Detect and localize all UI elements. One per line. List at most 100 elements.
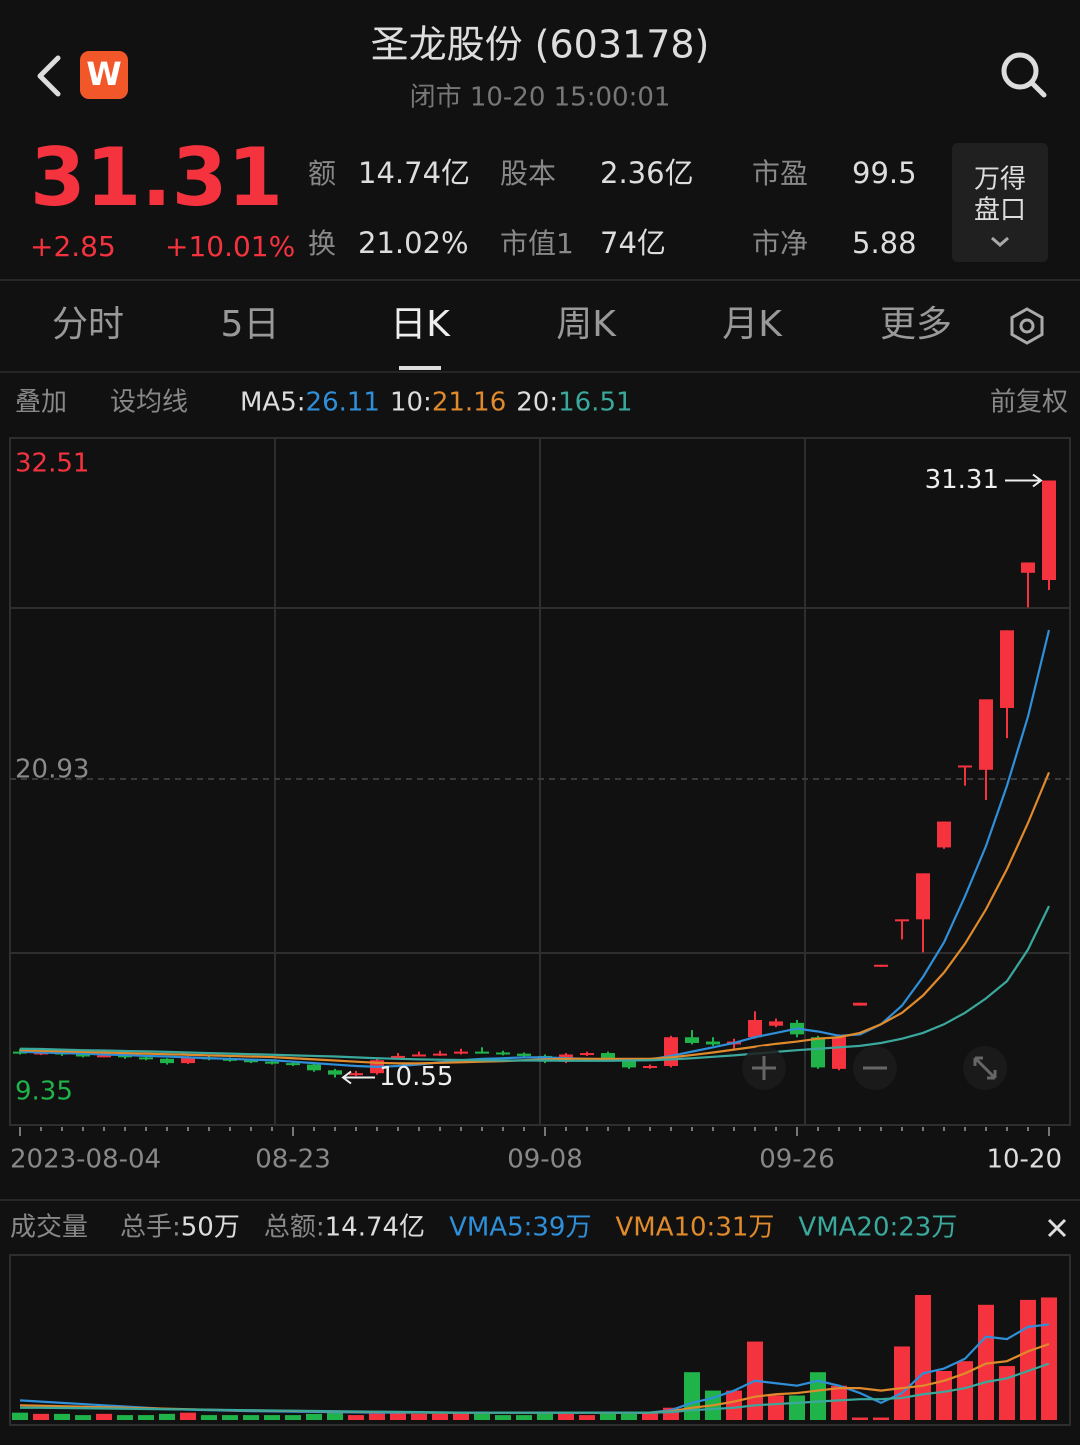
zoom-in-icon — [752, 1056, 776, 1080]
candle-body — [832, 1037, 846, 1069]
period-tab[interactable]: 月K — [722, 304, 783, 345]
settings-button[interactable] — [1010, 307, 1044, 345]
x-tick-label: 2023-08-04 — [10, 1145, 161, 1175]
y-tick-label: 9.35 — [15, 1077, 73, 1107]
volume-bar — [558, 1413, 574, 1420]
volume-bar — [138, 1415, 154, 1420]
candle-body — [622, 1060, 636, 1068]
back-button[interactable] — [37, 55, 61, 97]
candle-body — [769, 1021, 783, 1026]
candle-body — [307, 1064, 321, 1071]
volume-bar — [33, 1413, 49, 1420]
volume-frame — [9, 1254, 1071, 1426]
logo: W — [86, 55, 121, 93]
volume-bar — [348, 1415, 364, 1420]
stat-label: 换 — [308, 227, 336, 260]
ma-legend-value: 21.16 — [432, 388, 506, 418]
volume-stat-value: 50万 — [181, 1213, 240, 1243]
volume-bar — [285, 1415, 301, 1420]
volume-stat-label: 总手: — [120, 1213, 181, 1243]
volume-bar — [852, 1417, 868, 1420]
last-price: 31.31 — [30, 131, 283, 224]
adjust-button[interactable]: 前复权 — [990, 388, 1068, 418]
logo-badge — [80, 51, 128, 99]
volume-bar — [600, 1413, 616, 1420]
vma-legend: VMA10:31万 — [615, 1213, 774, 1243]
volume-bar — [579, 1415, 595, 1420]
ma-legend-name: MA5: — [240, 388, 306, 418]
volume-bar — [978, 1304, 994, 1420]
zoom-controls — [742, 1046, 1007, 1090]
stat-value: 21.02% — [358, 226, 469, 260]
stat-value: 2.36亿 — [600, 156, 694, 190]
search-button[interactable] — [1001, 52, 1047, 98]
volume-bar — [495, 1415, 511, 1420]
candle-body — [412, 1054, 426, 1057]
stat-label: 市净 — [752, 227, 808, 260]
vma-legend: VMA20:23万 — [798, 1213, 957, 1243]
volume-bar — [768, 1395, 784, 1420]
period-tabs: 分时 5日 日K 周K 月K 更多 — [52, 304, 952, 370]
volume-bar — [390, 1412, 406, 1420]
volume-bar — [726, 1390, 742, 1420]
volume-bar — [432, 1413, 448, 1420]
x-tick-label: 08-23 — [255, 1145, 331, 1175]
candle-body — [748, 1019, 762, 1038]
price-change: +2.85 — [30, 230, 116, 263]
candle-body — [181, 1057, 195, 1064]
period-tab[interactable]: 日K — [390, 304, 451, 345]
period-tab[interactable]: 分时 — [52, 304, 124, 345]
stat-value: 14.74亿 — [358, 156, 470, 190]
candle-body — [580, 1053, 594, 1056]
candle-body — [517, 1053, 531, 1056]
x-tick-label: 09-26 — [759, 1145, 835, 1175]
volume-bar — [369, 1411, 385, 1420]
volume-bar — [537, 1413, 553, 1420]
overlay-button[interactable]: 叠加 — [15, 388, 67, 418]
candle-body — [118, 1055, 132, 1058]
candle-body — [1042, 480, 1056, 581]
annotation-arrow — [1005, 473, 1043, 488]
volume-bar — [516, 1415, 532, 1420]
volume-bar — [831, 1385, 847, 1420]
candle-body — [328, 1070, 342, 1075]
stat-value: 74亿 — [600, 226, 666, 260]
volume-bar — [621, 1413, 637, 1420]
active-tab-indicator — [399, 366, 441, 370]
price-change-pct: +10.01% — [165, 230, 295, 263]
volume-bar — [936, 1370, 952, 1420]
volume-bar — [474, 1413, 490, 1420]
period-tab[interactable]: 更多 — [880, 304, 952, 345]
ma-line — [20, 1362, 1050, 1414]
volume-bar — [222, 1415, 238, 1420]
period-tab[interactable]: 周K — [556, 304, 617, 345]
volume-bar — [12, 1412, 28, 1420]
depth-panel-label: 万得 — [974, 165, 1026, 195]
candle-body — [433, 1053, 447, 1056]
stat-label: 股本 — [500, 157, 556, 190]
depth-panel-label: 盘口 — [974, 196, 1026, 226]
volume-bar — [894, 1346, 910, 1420]
period-tab[interactable]: 5日 — [221, 304, 280, 345]
depth-panel-button[interactable] — [952, 143, 1048, 262]
volume-stat-value: 14.74亿 — [325, 1213, 425, 1243]
volume-bar — [1041, 1297, 1057, 1420]
set-ma-button[interactable]: 设均线 — [110, 388, 188, 418]
candle-body — [937, 821, 951, 848]
chart-grid — [10, 438, 1070, 1125]
volume-bar — [915, 1295, 931, 1420]
candle-body — [244, 1060, 258, 1063]
low-annotation: 10.55 — [379, 1062, 453, 1092]
stat-value: 99.5 — [852, 156, 917, 190]
close-volume[interactable] — [1047, 1218, 1067, 1238]
vma-legend: VMA5:39万 — [449, 1213, 591, 1243]
ma-legend-name: 20: — [516, 388, 558, 418]
volume-bar — [453, 1412, 469, 1420]
stat-label: 市值1 — [500, 227, 574, 260]
candle-body — [475, 1051, 489, 1054]
candle-body — [139, 1057, 153, 1060]
volume-bar — [327, 1412, 343, 1420]
candle-body — [916, 873, 930, 920]
candle-body — [286, 1063, 300, 1066]
